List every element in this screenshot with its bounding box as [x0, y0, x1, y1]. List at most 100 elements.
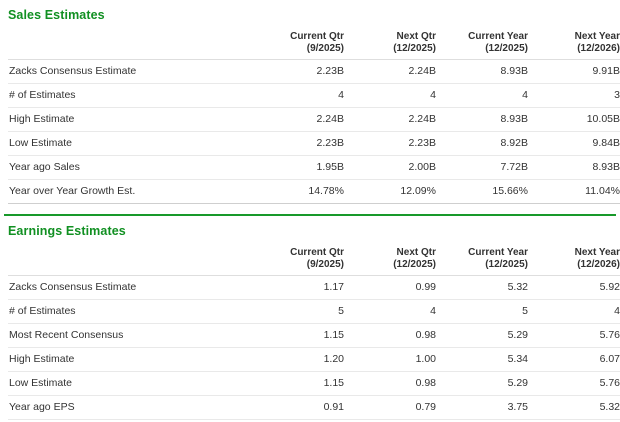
earnings-header-current-qtr: Current Qtr (9/2025): [252, 239, 344, 276]
row-value: 0.79: [344, 395, 436, 420]
row-value: 8.93B: [528, 155, 620, 180]
column-header-line2: (12/2025): [393, 43, 436, 54]
column-header-line1: Current Qtr: [290, 247, 344, 258]
row-value: 1.00: [344, 347, 436, 372]
row-value: 2.24B: [252, 107, 344, 132]
column-header-line1: Current Qtr: [290, 31, 344, 42]
sales-estimates-section: Sales Estimates Current Qtr (9/2025) Nex…: [0, 0, 620, 204]
row-value: 5.29: [436, 323, 528, 348]
column-header-line2: (12/2026): [577, 43, 620, 54]
row-value: 8.93B: [436, 107, 528, 132]
earnings-header-current-year: Current Year (12/2025): [436, 239, 528, 276]
row-value: 4: [528, 299, 620, 324]
row-label: # of Estimates: [8, 299, 252, 324]
sales-header-next-qtr: Next Qtr (12/2025): [344, 23, 436, 60]
sales-header-next-year: Next Year (12/2026): [528, 23, 620, 60]
row-label: High Estimate: [8, 107, 252, 132]
row-value: 2.00B: [344, 155, 436, 180]
row-value: 0.91: [252, 395, 344, 420]
table-row: Year over Year Growth Est. 14.78% 12.09%…: [8, 179, 620, 204]
row-value: 10.05B: [528, 107, 620, 132]
column-header-line2: (9/2025): [306, 43, 344, 54]
row-value: 25.32%: [344, 419, 436, 422]
sales-header-current-year: Current Year (12/2025): [436, 23, 528, 60]
table-row: Year over Year Growth Est. 28.57% 25.32%…: [8, 419, 620, 422]
row-value: 12.09%: [344, 179, 436, 204]
row-value: 5: [436, 299, 528, 324]
column-header-line1: Next Qtr: [396, 247, 436, 258]
column-header-line2: (12/2025): [485, 259, 528, 270]
row-value: 2.23B: [252, 59, 344, 84]
row-value: 5: [252, 299, 344, 324]
row-value: 1.15: [252, 371, 344, 396]
earnings-table-head: Current Qtr (9/2025) Next Qtr (12/2025) …: [8, 239, 620, 276]
row-value: 5.76: [528, 371, 620, 396]
table-row: # of Estimates 5 4 5 4: [8, 299, 620, 324]
table-row: Zacks Consensus Estimate 2.23B 2.24B 8.9…: [8, 59, 620, 84]
column-header-line1: Current Year: [468, 31, 528, 42]
row-value: 2.24B: [344, 59, 436, 84]
row-value: 11.04%: [528, 179, 620, 204]
sales-header-current-qtr: Current Qtr (9/2025): [252, 23, 344, 60]
sales-header-blank: [8, 23, 252, 60]
row-label: Low Estimate: [8, 371, 252, 396]
row-value: 41.87%: [436, 419, 528, 422]
row-value: 7.72B: [436, 155, 528, 180]
row-label: Year over Year Growth Est.: [8, 419, 252, 422]
column-header-line2: (9/2025): [306, 259, 344, 270]
row-label: Year over Year Growth Est.: [8, 179, 252, 204]
column-header-line1: Next Year: [574, 31, 620, 42]
section-divider-green: [4, 214, 616, 216]
row-label: Most Recent Consensus: [8, 323, 252, 348]
row-value: 5.32: [528, 395, 620, 420]
row-value: 2.23B: [252, 131, 344, 156]
sales-table-body: Zacks Consensus Estimate 2.23B 2.24B 8.9…: [8, 59, 620, 204]
earnings-estimates-section: Earnings Estimates Current Qtr (9/2025) …: [0, 216, 620, 422]
table-row: High Estimate 2.24B 2.24B 8.93B 10.05B: [8, 107, 620, 132]
row-value: 4: [344, 83, 436, 108]
row-value: 0.98: [344, 371, 436, 396]
row-value: 5.32: [436, 275, 528, 300]
row-value: 2.24B: [344, 107, 436, 132]
row-value: 0.98: [344, 323, 436, 348]
table-row: Most Recent Consensus 1.15 0.98 5.29 5.7…: [8, 323, 620, 348]
row-value: 5.29: [436, 371, 528, 396]
column-header-line2: (12/2025): [485, 43, 528, 54]
table-row: Year ago Sales 1.95B 2.00B 7.72B 8.93B: [8, 155, 620, 180]
sales-table-head: Current Qtr (9/2025) Next Qtr (12/2025) …: [8, 23, 620, 60]
row-value: 14.78%: [252, 179, 344, 204]
row-label: Year ago EPS: [8, 395, 252, 420]
row-value: 1.15: [252, 323, 344, 348]
row-value: 15.66%: [436, 179, 528, 204]
row-label: # of Estimates: [8, 83, 252, 108]
column-header-line1: Next Qtr: [396, 31, 436, 42]
column-header-line2: (12/2025): [393, 259, 436, 270]
table-row: Year ago EPS 0.91 0.79 3.75 5.32: [8, 395, 620, 420]
row-label: Zacks Consensus Estimate: [8, 275, 252, 300]
row-value: 4: [344, 299, 436, 324]
table-row: Low Estimate 1.15 0.98 5.29 5.76: [8, 371, 620, 396]
row-value: 11.35%: [528, 419, 620, 422]
row-value: 4: [436, 83, 528, 108]
sales-header-row: Current Qtr (9/2025) Next Qtr (12/2025) …: [8, 23, 620, 60]
row-value: 5.76: [528, 323, 620, 348]
row-value: 2.23B: [344, 131, 436, 156]
row-value: 4: [252, 83, 344, 108]
row-value: 1.20: [252, 347, 344, 372]
earnings-header-row: Current Qtr (9/2025) Next Qtr (12/2025) …: [8, 239, 620, 276]
table-row: Low Estimate 2.23B 2.23B 8.92B 9.84B: [8, 131, 620, 156]
row-value: 9.84B: [528, 131, 620, 156]
earnings-estimates-table: Current Qtr (9/2025) Next Qtr (12/2025) …: [8, 239, 620, 422]
row-value: 28.57%: [252, 419, 344, 422]
row-value: 8.92B: [436, 131, 528, 156]
earnings-header-next-year: Next Year (12/2026): [528, 239, 620, 276]
table-row: Zacks Consensus Estimate 1.17 0.99 5.32 …: [8, 275, 620, 300]
row-value: 1.17: [252, 275, 344, 300]
earnings-table-body: Zacks Consensus Estimate 1.17 0.99 5.32 …: [8, 275, 620, 422]
row-value: 9.91B: [528, 59, 620, 84]
earnings-header-next-qtr: Next Qtr (12/2025): [344, 239, 436, 276]
row-value: 0.99: [344, 275, 436, 300]
table-row: # of Estimates 4 4 4 3: [8, 83, 620, 108]
row-value: 8.93B: [436, 59, 528, 84]
